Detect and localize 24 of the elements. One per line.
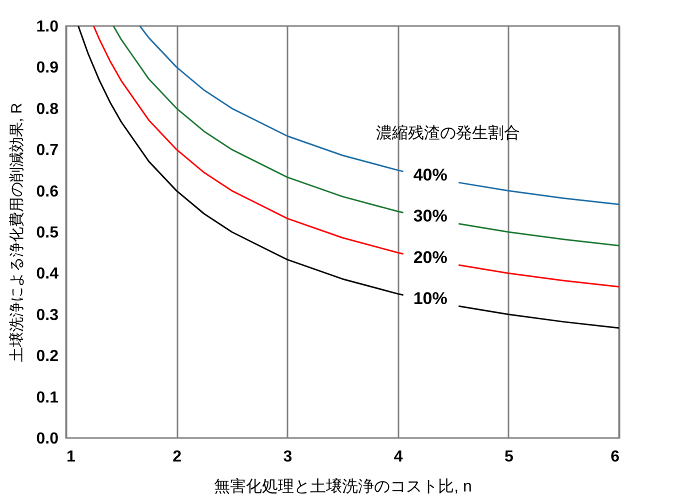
y-tick-label: 1.0 [36,18,59,36]
series-label: 10% [413,289,448,308]
x-tick-label: 4 [394,448,403,466]
legend-title: 濃縮残渣の発生割合 [376,124,520,142]
series-label: 30% [413,206,448,226]
x-tick-label: 2 [172,448,182,466]
y-tick-label: 0.9 [36,60,59,77]
y-tick-label: 0.0 [36,430,59,448]
x-tick-label: 3 [283,448,292,466]
series-label: 40% [413,165,448,184]
y-tick-label: 0.1 [36,389,59,406]
y-tick-label: 0.7 [36,142,59,160]
series-label: 20% [413,248,448,267]
y-tick-label: 0.5 [36,224,59,242]
x-tick-label: 5 [504,448,514,466]
y-tick-label: 0.6 [36,183,59,200]
y-tick-label: 0.4 [36,266,59,283]
x-tick-label: 1 [66,448,76,466]
y-axis-title: 土壌洗浄による浄化費用の削減効果, R [8,102,26,362]
x-axis-title: 無害化処理と土壌洗浄のコスト比, n [214,478,472,496]
y-tick-label: 0.8 [36,100,59,118]
y-tick-label: 0.2 [36,348,59,366]
x-tick-label: 6 [610,448,620,466]
y-tick-label: 0.3 [36,306,59,324]
